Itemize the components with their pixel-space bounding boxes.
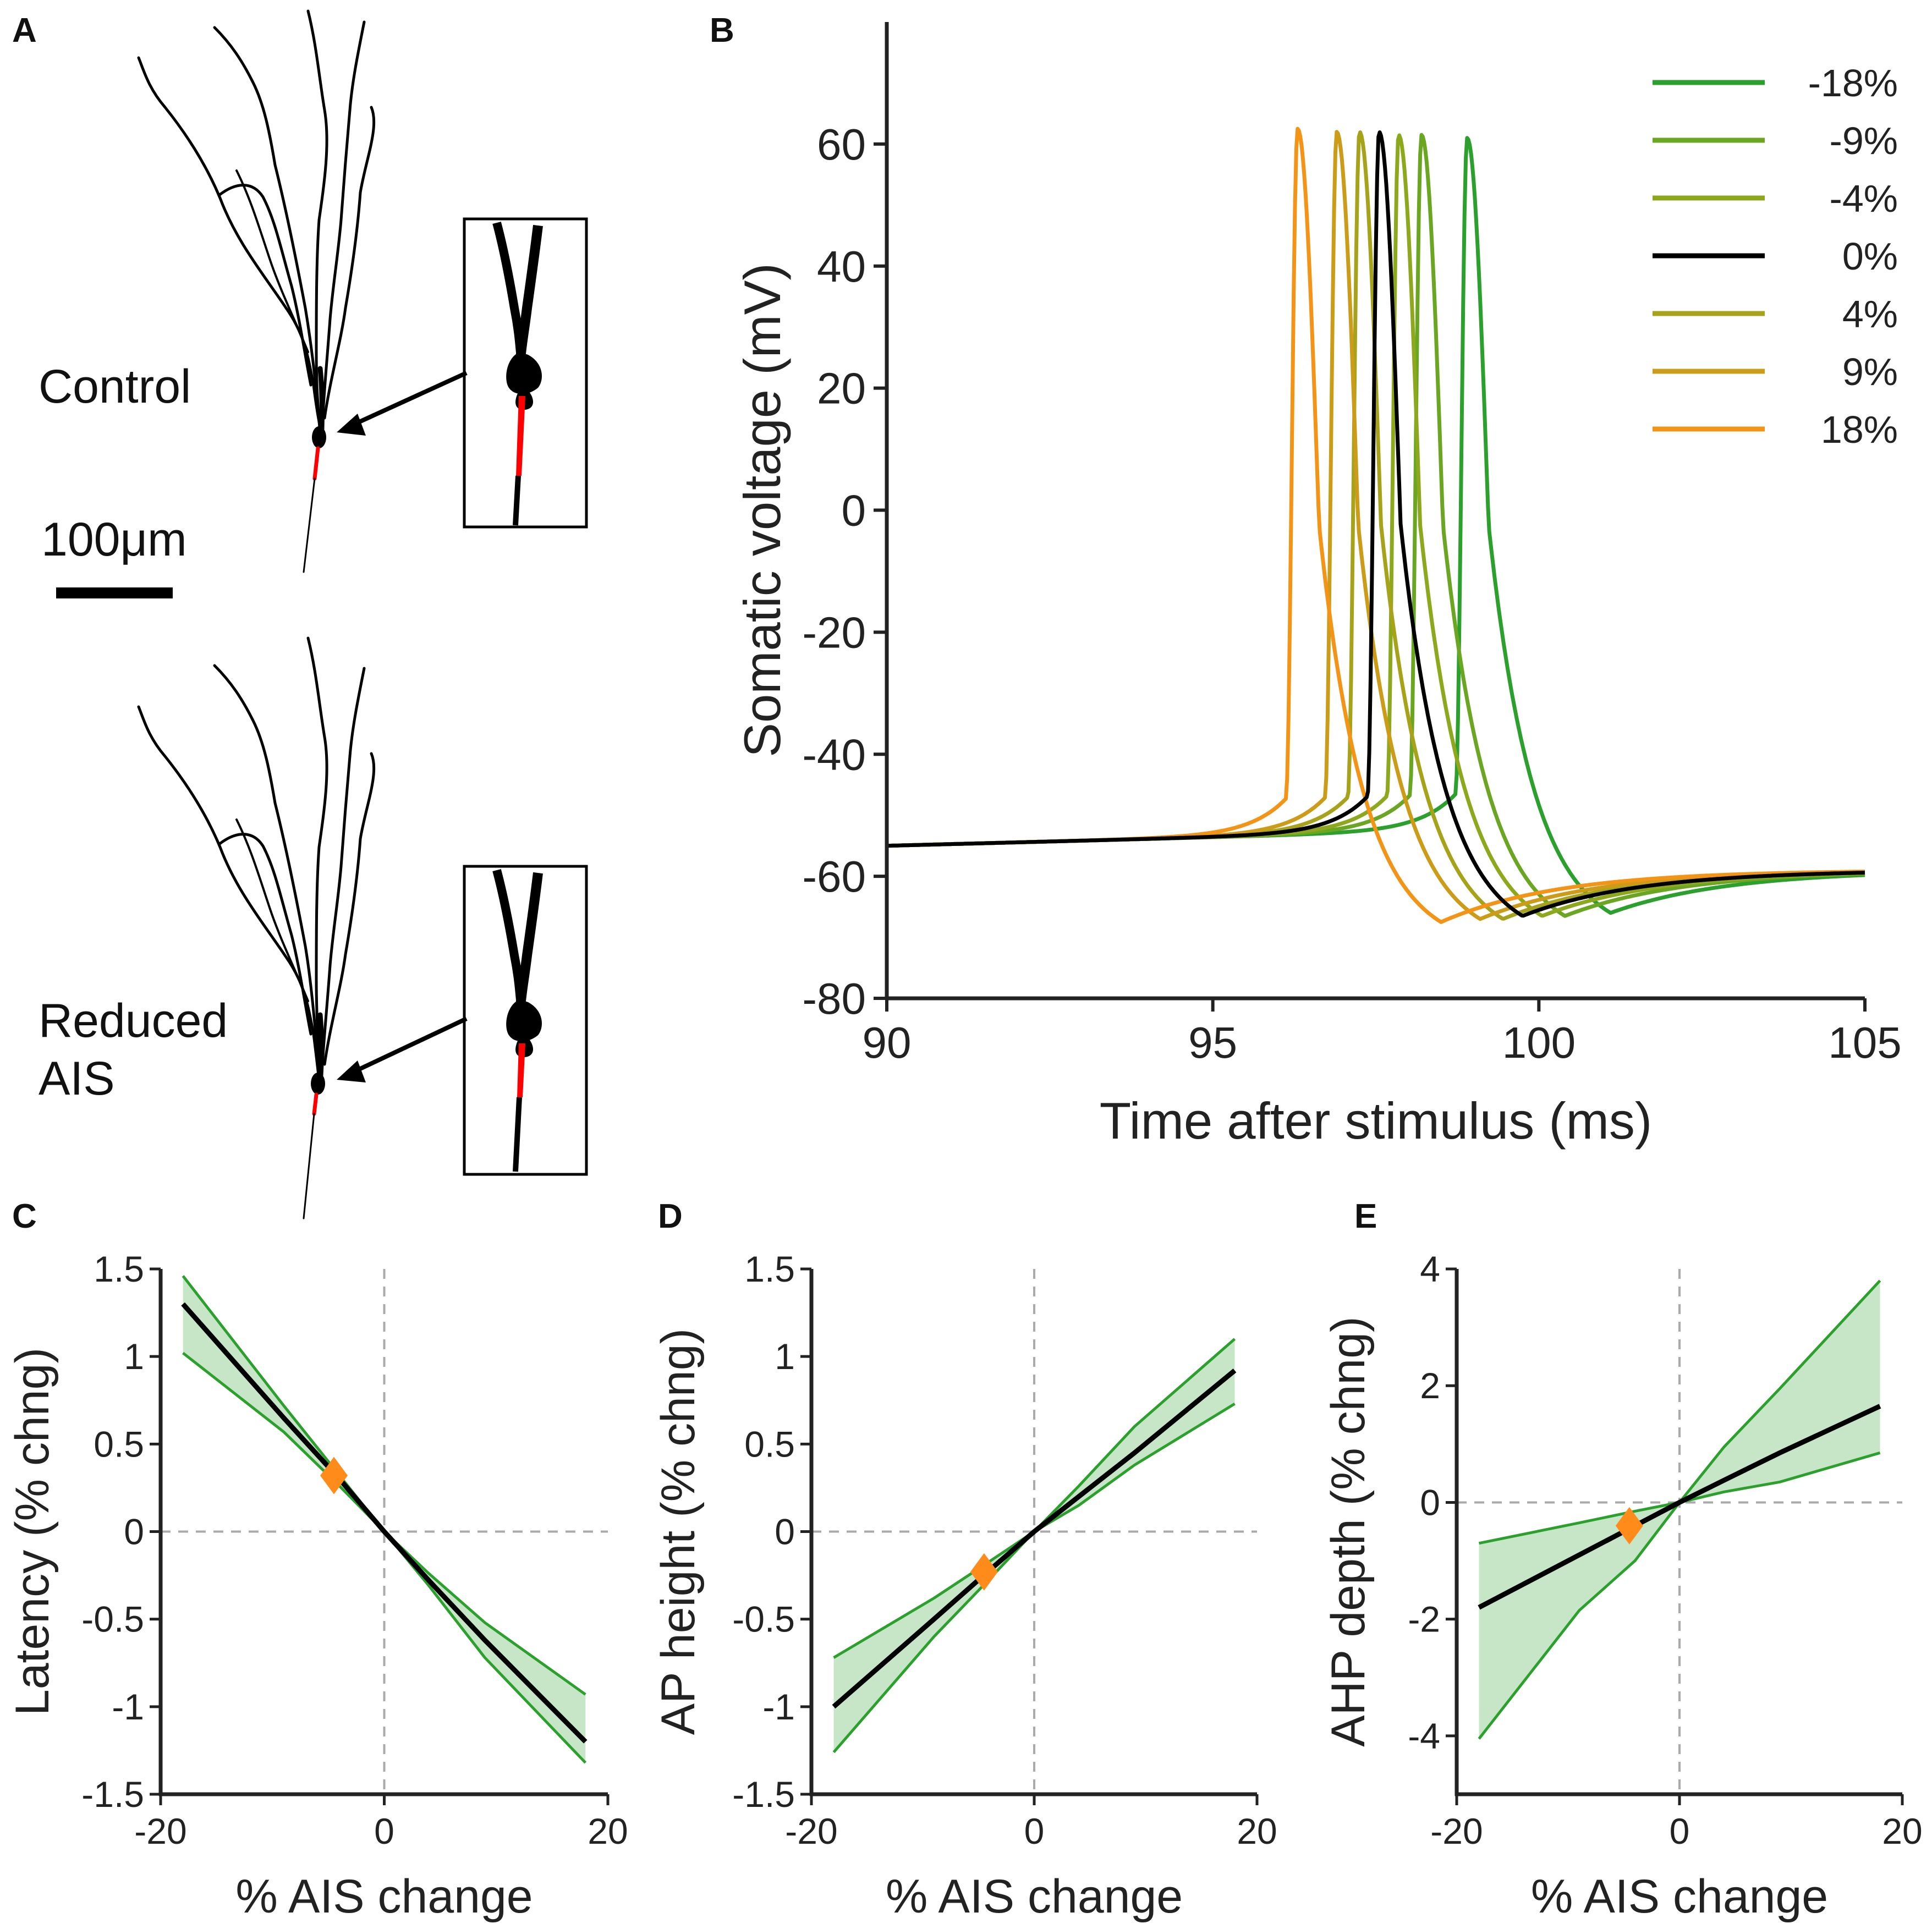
y-tick-label: 4 xyxy=(1420,1249,1440,1289)
x-tick-label: 0 xyxy=(374,1811,394,1851)
y-tick-label: 60 xyxy=(817,120,866,169)
y-tick-label: -40 xyxy=(802,730,866,779)
legend-entry: -9% xyxy=(1830,119,1898,162)
control-arrow xyxy=(337,371,468,436)
voltage-series-group xyxy=(886,127,1866,924)
x-axis-label: % AIS change xyxy=(886,1870,1183,1923)
y-tick-label: 1.5 xyxy=(744,1249,795,1289)
y-tick-label: -4 xyxy=(1408,1716,1440,1756)
panel-label-b: B xyxy=(710,12,734,50)
y-axis-label: AHP depth (% chng) xyxy=(1322,1316,1375,1746)
x-tick-label: 20 xyxy=(588,1811,628,1851)
voltage-trace-0pct xyxy=(886,130,1866,918)
y-tick-label: -20 xyxy=(802,608,866,657)
reduced-arrow xyxy=(337,1016,468,1082)
x-tick-label: 20 xyxy=(1237,1811,1277,1851)
legend-entry: 18% xyxy=(1821,408,1898,451)
panel-label-c: C xyxy=(12,1197,37,1235)
scale-bar-label: 100μm xyxy=(41,513,187,566)
x-tick-label: 0 xyxy=(1670,1811,1690,1851)
mean-line xyxy=(832,1369,1237,1709)
panel-a-morphology: Control 100μm xyxy=(39,9,588,1219)
y-tick-label: -1.5 xyxy=(81,1774,144,1815)
panel-b-voltage-chart: -80 -60 -40 -20 0 20 40 60 90 95 100 105 Time afte… xyxy=(733,22,1902,1150)
y-tick-label: -1 xyxy=(762,1686,795,1727)
x-tick-label: 100 xyxy=(1502,1018,1576,1067)
confidence-band xyxy=(1479,1280,1880,1739)
panel-label-e: E xyxy=(1354,1197,1377,1235)
legend-entry: 0% xyxy=(1842,235,1898,278)
y-ticks: -80 -60 -40 -20 0 20 40 60 xyxy=(802,120,887,1023)
legend-entry: -4% xyxy=(1830,177,1898,220)
y-tick-label: -0.5 xyxy=(732,1599,795,1640)
y-tick-label: -1 xyxy=(112,1686,144,1727)
x-ticks: 90 95 100 105 xyxy=(863,998,1902,1067)
panel-c-latency-chart: -1.5 -1 -0.5 0 0.5 1 1.5 -20 0 20 % AIS change Late… xyxy=(6,1249,628,1923)
legend-entry: 9% xyxy=(1842,350,1898,393)
x-tick-label: 90 xyxy=(863,1018,912,1067)
reduced-ais-segment xyxy=(312,1092,319,1116)
x-tick-label: 105 xyxy=(1828,1018,1901,1067)
control-neuron xyxy=(137,9,376,573)
y-tick-label: 1 xyxy=(124,1336,144,1377)
x-tick-label: -20 xyxy=(785,1811,837,1851)
panel-d-ap-height-chart: -1.5 -1 -0.5 0 0.5 1 1.5 -20 0 20 % AIS change AP h… xyxy=(652,1249,1277,1923)
legend-entry: 4% xyxy=(1842,293,1898,336)
mean-line xyxy=(181,1302,588,1744)
x-tick-label: 0 xyxy=(1024,1811,1045,1851)
mean-line xyxy=(1478,1404,1881,1610)
x-tick-label: -20 xyxy=(1430,1811,1483,1851)
y-tick-label: -2 xyxy=(1408,1599,1440,1640)
legend-entry: -18% xyxy=(1808,62,1898,105)
legend: -18% -9% -4% 0% 4% 9% 18% xyxy=(1653,62,1898,451)
y-tick-label: 0 xyxy=(1420,1482,1440,1523)
reduced-inset xyxy=(463,865,588,1176)
control-ais-segment xyxy=(312,446,320,481)
panel-label-d: D xyxy=(658,1197,683,1235)
y-tick-label: 0 xyxy=(842,486,866,535)
y-tick-label: 0 xyxy=(775,1512,795,1552)
x-tick-label: 95 xyxy=(1188,1018,1237,1067)
y-tick-label: 20 xyxy=(817,364,866,413)
x-axis-label: % AIS change xyxy=(235,1870,533,1923)
control-inset xyxy=(463,217,588,529)
reduced-label-line1: Reduced xyxy=(39,994,228,1047)
x-tick-label: 20 xyxy=(1882,1811,1922,1851)
y-tick-label: 1.5 xyxy=(94,1249,144,1289)
y-tick-label: 0 xyxy=(124,1512,144,1552)
y-tick-label: -80 xyxy=(802,974,866,1023)
confidence-band xyxy=(833,1339,1235,1752)
y-axis-label: Somatic voltage (mV) xyxy=(733,263,791,757)
control-inset-ais xyxy=(516,396,525,476)
y-tick-label: -0.5 xyxy=(81,1599,144,1640)
x-tick-label: -20 xyxy=(134,1811,186,1851)
y-tick-label: 0.5 xyxy=(94,1424,144,1464)
x-axis-label: Time after stimulus (ms) xyxy=(1100,1092,1653,1150)
reduced-label-line2: AIS xyxy=(39,1052,115,1105)
y-axis-label: Latency (% chng) xyxy=(6,1348,59,1716)
control-label: Control xyxy=(39,360,191,413)
marker-diamond xyxy=(1615,1507,1643,1545)
panel-label-a: A xyxy=(12,12,37,50)
scale-bar xyxy=(56,587,173,598)
y-tick-label: -60 xyxy=(802,852,866,901)
y-tick-label: 2 xyxy=(1420,1365,1440,1406)
y-tick-label: 1 xyxy=(775,1336,795,1377)
reduced-neuron xyxy=(137,636,376,1219)
x-axis-label: % AIS change xyxy=(1531,1870,1828,1923)
y-tick-label: -1.5 xyxy=(732,1774,795,1815)
y-tick-label: 40 xyxy=(817,242,866,291)
reduced-inset-ais xyxy=(517,1043,525,1097)
marker-diamond xyxy=(320,1457,348,1494)
y-axis-label: AP height (% chng) xyxy=(652,1328,705,1735)
y-tick-label: 0.5 xyxy=(744,1424,795,1464)
marker-diamond xyxy=(970,1553,998,1591)
